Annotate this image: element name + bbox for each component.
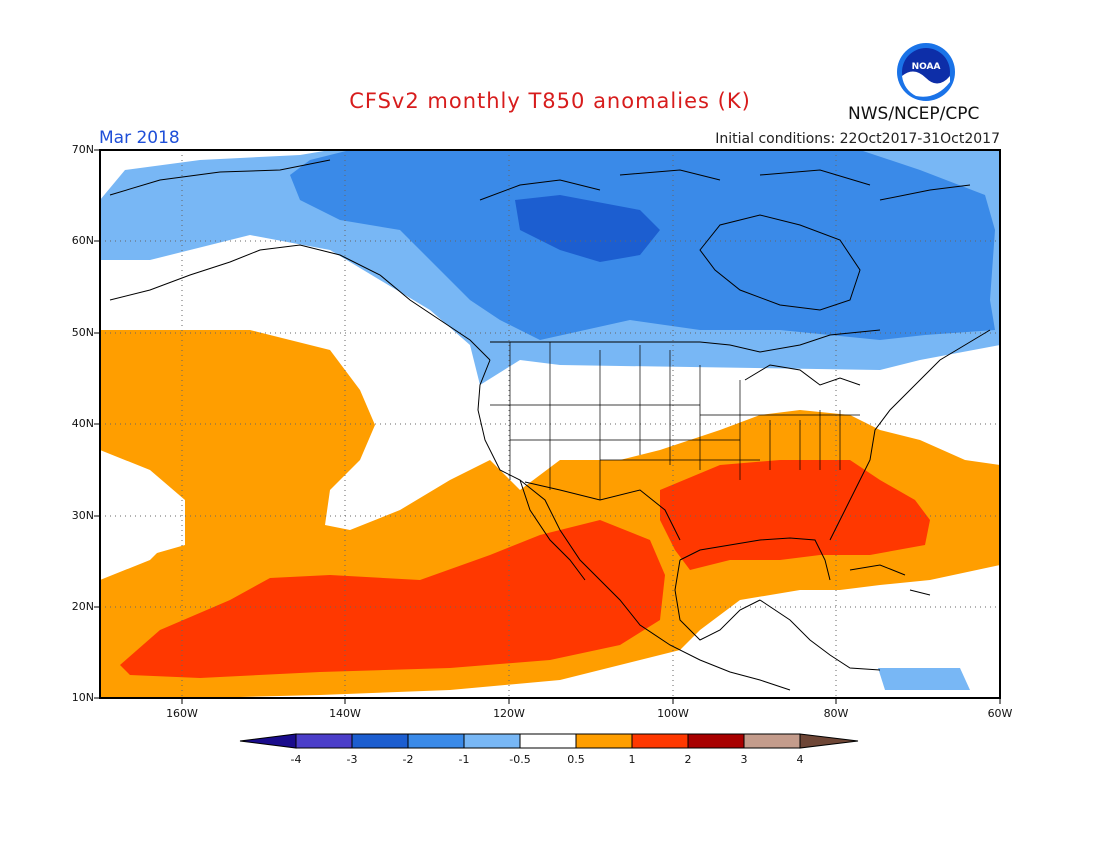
lat-label: 70N [71, 143, 94, 156]
alaska-north-coast [109, 159, 331, 196]
lat-label: 30N [71, 509, 94, 522]
caribbean-islands [849, 564, 931, 596]
map-title: CFSv2 monthly T850 anomalies (K) [349, 89, 751, 113]
logo-text: NOAA [912, 62, 941, 72]
colorbar-segment [407, 733, 465, 749]
colorbar-label: -0.5 [509, 753, 531, 766]
colorbar-label: -3 [346, 753, 358, 766]
colorbar-segment [575, 733, 633, 749]
central-america [759, 599, 881, 671]
lat-label: 60N [71, 234, 94, 247]
colorbar-segment [463, 733, 521, 749]
colorbar-label: 3 [740, 753, 748, 766]
region-neutral-pacific [100, 450, 185, 575]
colorbar-label: 1 [628, 753, 636, 766]
region-red-southeast [660, 460, 930, 570]
agency-label: NWS/NCEP/CPC [848, 104, 980, 124]
lon-label: 140W [329, 707, 361, 720]
arctic-islands [479, 169, 971, 201]
lon-label: 80W [823, 707, 849, 720]
colorbar [239, 733, 859, 749]
colorbar-end-right [799, 733, 859, 749]
coastlines [109, 159, 991, 691]
colorbar-label: 0.5 [567, 753, 585, 766]
us-state-borders [490, 342, 860, 500]
atlantic-coast [829, 329, 991, 541]
region-red-pacific [120, 520, 665, 678]
lat-label: 40N [71, 417, 94, 430]
valid-month: Mar 2018 [99, 128, 180, 148]
colorbar-segment [519, 733, 577, 749]
colorbar-segment [295, 733, 353, 749]
pacific-coast [477, 359, 791, 691]
lon-label: 160W [166, 707, 198, 720]
colorbar-label: -2 [402, 753, 414, 766]
lat-label: 10N [71, 691, 94, 704]
colorbar-segment [631, 733, 689, 749]
hudson-bay [699, 214, 861, 311]
gulf-coast [679, 537, 831, 581]
colorbar-label: -1 [458, 753, 470, 766]
colorbar-label: 4 [796, 753, 804, 766]
tick-marks [94, 149, 1001, 704]
noaa-logo-icon: NOAA [897, 43, 955, 101]
lat-label: 20N [71, 600, 94, 613]
baja-peninsula [519, 479, 586, 581]
lon-label: 120W [493, 707, 525, 720]
colorbar-segment [687, 733, 745, 749]
anomaly-fields [100, 150, 1000, 698]
initial-conditions: Initial conditions: 22Oct2017-31Oct2017 [715, 131, 1000, 147]
lon-label: 60W [987, 707, 1013, 720]
us-canada-border [490, 329, 881, 353]
region-blue-caribbean [878, 668, 970, 690]
alaska-coast [109, 244, 491, 361]
region-dark-blue-core [515, 195, 660, 262]
mexico-gulf-coast [674, 559, 761, 641]
colorbar-label: -4 [290, 753, 302, 766]
colorbar-end-left [239, 733, 297, 749]
colorbar-segment [351, 733, 409, 749]
colorbar-label: 2 [684, 753, 692, 766]
us-mexico-border [524, 481, 681, 541]
lon-label: 100W [657, 707, 689, 720]
lat-label: 50N [71, 326, 94, 339]
colorbar-segment [743, 733, 801, 749]
great-lakes [744, 364, 861, 386]
